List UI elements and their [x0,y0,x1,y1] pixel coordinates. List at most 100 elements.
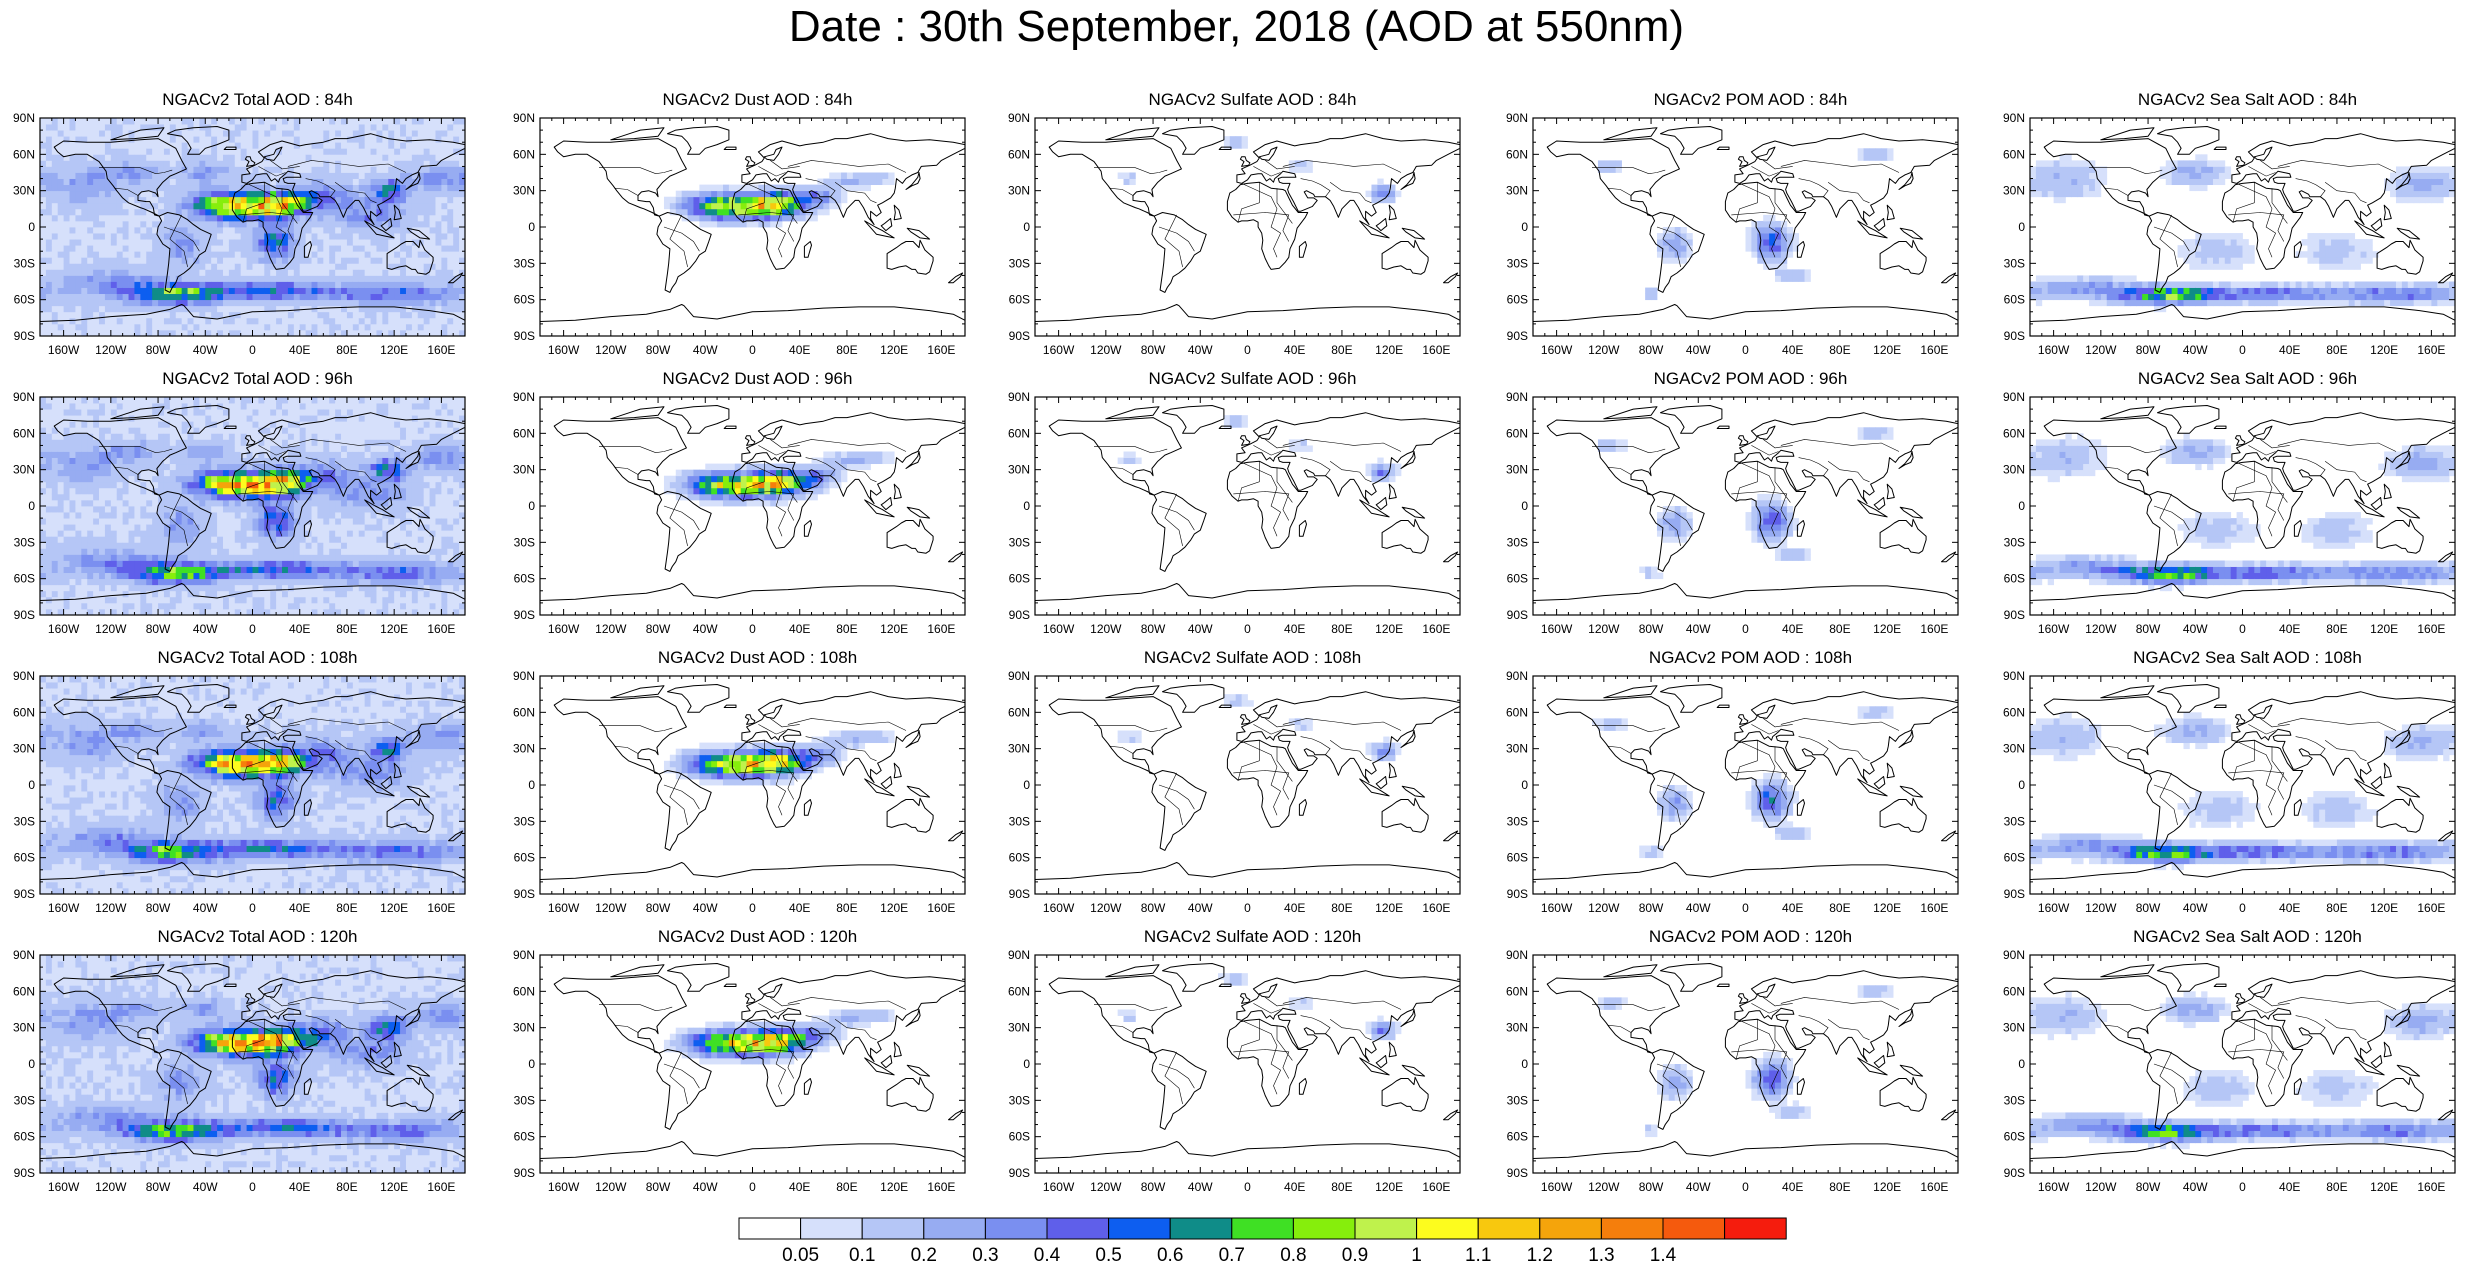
lat-tick-label: 90S [14,608,35,622]
colorbar-label: 1.2 [1527,1245,1553,1261]
lat-tick-label: 30S [514,1093,535,1107]
lon-tick-label: 120W [1090,343,1122,357]
lon-tick-label: 160E [2417,901,2445,915]
lon-tick-label: 40E [1782,343,1803,357]
lat-tick-label: 90N [13,111,35,125]
lon-tick-label: 80W [646,343,671,357]
coastlines [1533,126,1958,322]
world-map: 90N 60N 30N 0 30S 60S 90S 160W 120W 80W 40W 0 40E 80E… [2003,111,2456,357]
lat-tick-label: 30N [513,742,535,756]
lat-tick-label: 30S [14,814,35,828]
lat-tick-label: 0 [528,1057,535,1071]
lon-tick-label: 120E [1873,622,1901,636]
lon-tick-label: 80W [146,901,171,915]
lat-tick-label: 0 [1521,499,1528,513]
map-frame [1034,117,1461,337]
lat-tick-label: 0 [28,778,35,792]
world-map: 90N 60N 30N 0 30S 60S 90S 160W 120W 80W 40W 0 40E 80E… [513,390,966,636]
map-panel-pom-120h: NGACv2 POM AOD : 120h 90N 60N 30N 0 30S 60S 90S… [1493,927,1993,1207]
lon-tick-label: 40W [2183,622,2208,636]
lon-tick-label: 80W [646,622,671,636]
lat-tick-label: 60S [1009,293,1030,307]
lon-tick-label: 40E [289,901,310,915]
lon-tick-label: 40W [1686,1180,1711,1194]
axis-labels: 90N 60N 30N 0 30S 60S 90S 160W 120W 80W 40W 0 40E 80E… [513,111,955,357]
lon-tick-label: 120W [95,901,127,915]
lat-tick-label: 90N [513,390,535,404]
lon-tick-label: 160E [1920,1180,1948,1194]
colorbar-swatch [923,1217,986,1240]
lon-tick-label: 0 [249,622,256,636]
lon-tick-label: 120E [1375,1180,1403,1194]
axis-labels: 90N 60N 30N 0 30S 60S 90S 160W 120W 80W 40W 0 40E 80E… [1506,111,1948,357]
lat-tick-label: 60N [13,705,35,719]
lon-tick-label: 0 [1742,622,1749,636]
country-borders [1592,718,1900,826]
lon-tick-label: 160E [927,901,955,915]
lon-tick-label: 160W [2038,1180,2070,1194]
lat-tick-label: 90S [2004,329,2025,343]
map-frame [1034,396,1461,616]
panel-title: NGACv2 Sea Salt AOD : 120h [2133,927,2362,946]
lat-tick-label: 0 [2018,499,2025,513]
country-borders [599,439,907,547]
tick-marks [39,117,466,337]
lon-tick-label: 80W [1639,622,1664,636]
colorbar-label: 1 [1411,1245,1422,1261]
lat-tick-label: 60N [2003,705,2025,719]
lat-tick-label: 30N [1506,742,1528,756]
coastlines [40,405,465,601]
lon-tick-label: 120W [1090,622,1122,636]
lon-tick-label: 120E [380,343,408,357]
lon-tick-label: 160W [1541,901,1573,915]
lat-tick-label: 30S [2004,535,2025,549]
lon-tick-label: 120E [1873,1180,1901,1194]
coastlines [40,126,465,322]
panel-title: NGACv2 POM AOD : 120h [1648,927,1853,946]
world-map: 90N 60N 30N 0 30S 60S 90S 160W 120W 80W 40W 0 40E 80E… [2003,669,2456,915]
lon-tick-label: 80W [1639,901,1664,915]
coastlines [1035,126,1460,322]
panel-title: NGACv2 Sulfate AOD : 96h [1148,369,1357,388]
country-borders [2089,718,2397,826]
lon-tick-label: 160W [48,343,80,357]
lat-tick-label: 90N [13,948,35,962]
lon-tick-label: 0 [2239,343,2246,357]
lat-tick-label: 30S [2004,1093,2025,1107]
lon-tick-label: 40W [693,901,718,915]
country-borders [1094,718,1402,826]
lon-tick-label: 80E [1331,343,1352,357]
lat-tick-label: 90N [1008,669,1030,683]
colorbar-label: 0.3 [972,1245,998,1261]
lat-tick-label: 30S [14,535,35,549]
panel-title: NGACv2 POM AOD : 108h [1648,648,1853,667]
lat-tick-label: 0 [528,499,535,513]
lon-tick-label: 160E [2417,343,2445,357]
country-borders [99,997,407,1105]
lat-tick-label: 0 [2018,778,2025,792]
lat-tick-label: 90N [1506,948,1528,962]
lon-tick-label: 80E [1331,622,1352,636]
lat-tick-label: 90S [2004,887,2025,901]
colorbar-swatch [1724,1217,1787,1240]
tick-marks [1532,117,1959,337]
lon-tick-label: 160W [1541,622,1573,636]
lon-tick-label: 160E [927,1180,955,1194]
axis-labels: 90N 60N 30N 0 30S 60S 90S 160W 120W 80W 40W 0 40E 80E… [2003,111,2445,357]
aod-field [663,730,895,786]
world-map: 90N 60N 30N 0 30S 60S 90S 160W 120W 80W 40W 0 40E 80E… [1506,948,1959,1194]
map-panel-sulfate-120h: NGACv2 Sulfate AOD : 120h 90N 60N 30N 0 30S 60… [995,927,1495,1207]
lon-tick-label: 160E [1422,622,1450,636]
lat-tick-label: 60N [2003,984,2025,998]
lon-tick-label: 160E [927,622,955,636]
world-map: 90N 60N 30N 0 30S 60S 90S 160W 120W 80W 40W 0 40E 80E… [13,669,466,915]
lon-tick-label: 120W [595,1180,627,1194]
axis-labels: 90N 60N 30N 0 30S 60S 90S 160W 120W 80W 40W 0 40E 80E… [1008,111,1450,357]
lat-tick-label: 60N [13,426,35,440]
lat-tick-label: 30N [13,742,35,756]
colorbar-swatch [1539,1217,1602,1240]
world-map: 90N 60N 30N 0 30S 60S 90S 160W 120W 80W 40W 0 40E 80E… [1008,390,1461,636]
map-panel-total-96h: NGACv2 Total AOD : 96h 90N 60N 30N 0 30S 60S 90… [0,369,500,649]
lat-tick-label: 90S [1507,608,1528,622]
lat-tick-label: 0 [28,1057,35,1071]
